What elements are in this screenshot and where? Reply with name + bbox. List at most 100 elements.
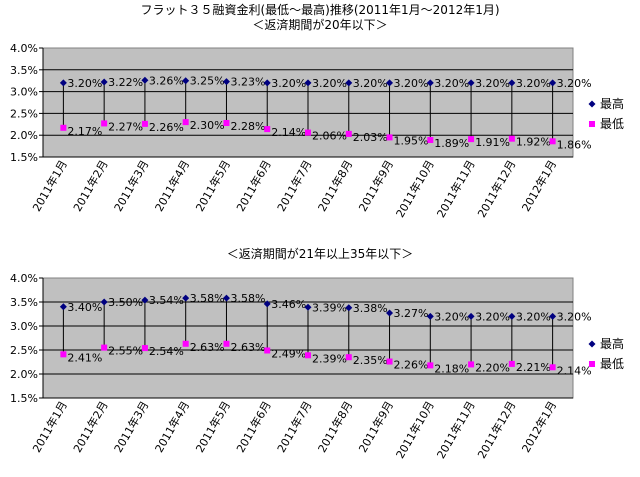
chart-2-y-tick-label: 3.0% bbox=[10, 320, 38, 333]
chart-2-low-marker bbox=[305, 352, 311, 359]
chart-2-high-marker bbox=[426, 312, 434, 320]
chart-1-high-marker bbox=[222, 78, 230, 86]
chart-1-low-label: 2.26% bbox=[149, 121, 184, 134]
chart-1-x-tick-label: 2011年5月 bbox=[192, 158, 233, 214]
chart-2-low-label: 2.26% bbox=[394, 359, 429, 372]
chart-1-low-marker bbox=[60, 124, 67, 131]
chart-2-low-marker bbox=[182, 340, 189, 347]
chart-1-low-marker bbox=[223, 119, 230, 126]
chart-2-x-tick-label: 2011年4月 bbox=[152, 399, 193, 455]
chart-1-low-label: 2.27% bbox=[108, 120, 143, 133]
chart-2-high-marker bbox=[182, 294, 190, 302]
chart-2-legend-low-marker bbox=[589, 361, 595, 367]
chart-1-legend-high-marker bbox=[588, 100, 596, 108]
chart-2-y-tick-label: 2.0% bbox=[10, 368, 38, 381]
chart-1-low-marker bbox=[141, 120, 148, 127]
chart-1-high-marker bbox=[263, 79, 271, 87]
chart-2-high-marker bbox=[141, 296, 149, 304]
chart-2-high-label: 3.20% bbox=[434, 310, 469, 323]
chart-1-high-label: 3.20% bbox=[557, 77, 592, 90]
chart-2-x-tick-label: 2011年6月 bbox=[233, 399, 274, 455]
chart-1-x-tick-label: 2011年8月 bbox=[315, 158, 356, 214]
chart-1-x-tick-label: 2011年4月 bbox=[152, 158, 193, 214]
chart-1-low-label: 2.06% bbox=[312, 130, 347, 143]
chart-1-y-tick-label: 3.5% bbox=[10, 64, 38, 77]
chart-2-high-label: 3.54% bbox=[149, 294, 184, 307]
chart-2-y-tick-label: 3.5% bbox=[10, 296, 38, 309]
chart-2-low-label: 2.14% bbox=[557, 364, 592, 377]
chart-1-x-tick-label: 2011年2月 bbox=[70, 158, 111, 214]
chart-1-low-label: 2.28% bbox=[230, 120, 265, 133]
chart-1-low-marker bbox=[345, 130, 352, 137]
chart-1-x-tick-label: 2011年1月 bbox=[29, 158, 70, 214]
chart-1-high-marker bbox=[467, 79, 475, 87]
chart-2-high-label: 3.50% bbox=[108, 296, 143, 309]
chart-2-x-tick-label: 2011年8月 bbox=[315, 399, 356, 455]
chart-1-high-marker bbox=[141, 76, 149, 84]
chart-1-x-tick-label: 2012年1月 bbox=[519, 158, 560, 214]
chart-2-high-label: 3.20% bbox=[516, 310, 551, 323]
chart-2-low-marker bbox=[386, 358, 393, 365]
chart-1-high-label: 3.26% bbox=[149, 74, 184, 87]
chart-2-x-tick-label: 2011年9月 bbox=[356, 399, 397, 455]
chart-1-high-label: 3.22% bbox=[108, 76, 143, 89]
chart-1-x-tick-label: 2011年3月 bbox=[111, 158, 152, 214]
chart-2-high-marker bbox=[549, 312, 557, 320]
chart-2-high-marker bbox=[222, 294, 230, 302]
chart-2-high-marker bbox=[59, 303, 67, 311]
chart-1-low-label: 2.30% bbox=[190, 119, 225, 132]
chart-2-high-marker bbox=[386, 309, 394, 317]
chart-2-low-marker bbox=[264, 347, 271, 354]
chart-1-low-label: 1.95% bbox=[394, 134, 429, 147]
chart-1-legend-low-marker bbox=[589, 121, 595, 127]
chart-1-low-marker bbox=[386, 134, 393, 141]
chart-1-x-tick-label: 2011年11月 bbox=[434, 157, 478, 219]
chart-2-high-label: 3.40% bbox=[67, 301, 102, 314]
chart-2-high-label: 3.38% bbox=[353, 302, 388, 315]
chart-1-high-label: 3.23% bbox=[230, 76, 265, 89]
chart-1-low-marker bbox=[427, 136, 434, 143]
chart-1-y-tick-label: 2.5% bbox=[10, 107, 38, 120]
chart-1-low-marker bbox=[305, 129, 311, 136]
chart-2-high-marker bbox=[100, 298, 108, 306]
chart-2-low-label: 2.49% bbox=[271, 347, 306, 360]
chart-2-high-marker bbox=[345, 304, 353, 312]
chart-2-high-label: 3.20% bbox=[557, 310, 592, 323]
chart-1-high-marker bbox=[426, 79, 434, 87]
chart-1-high-marker bbox=[100, 78, 108, 86]
chart-1-legend-low-label: 最低 bbox=[600, 117, 624, 131]
chart-1-y-tick-label: 3.0% bbox=[10, 86, 38, 99]
chart-2-high-label: 3.39% bbox=[312, 301, 347, 314]
chart-2-x-tick-label: 2011年1月 bbox=[29, 399, 70, 455]
chart-2-y-tick-label: 2.5% bbox=[10, 344, 38, 357]
chart-1-low-label: 2.17% bbox=[67, 125, 102, 138]
chart-1-low-label: 1.92% bbox=[516, 136, 551, 149]
chart-2-x-tick-label: 2012年1月 bbox=[519, 399, 560, 455]
chart-1-high-marker bbox=[304, 79, 312, 87]
chart-2-y-tick-label: 4.0% bbox=[10, 272, 38, 285]
chart-2-high-marker bbox=[304, 303, 312, 311]
chart-1-x-tick-label: 2011年9月 bbox=[356, 158, 397, 214]
chart-1-low-marker bbox=[182, 119, 189, 126]
chart-2-low-marker bbox=[345, 354, 352, 361]
chart-2-legend-low-label: 最低 bbox=[600, 357, 624, 371]
chart-2-high-label: 3.46% bbox=[271, 298, 306, 311]
chart-1-high-marker bbox=[508, 79, 516, 87]
chart-1-high-marker bbox=[59, 79, 67, 87]
chart-2-high-marker bbox=[263, 300, 271, 308]
chart-2-low-label: 2.21% bbox=[516, 361, 551, 374]
chart-2-x-tick-label: 2011年10月 bbox=[393, 399, 437, 461]
chart-1-high-label: 3.20% bbox=[475, 77, 510, 90]
chart-2-low-marker bbox=[508, 360, 515, 367]
chart-1-y-tick-label: 4.0% bbox=[10, 42, 38, 55]
chart-1-high-marker bbox=[345, 79, 353, 87]
chart-2-title: ＜返済期間が21年以上35年以下＞ bbox=[226, 247, 414, 261]
chart-2-y-tick-label: 1.5% bbox=[10, 392, 38, 405]
chart-2-x-tick-label: 2011年12月 bbox=[474, 399, 518, 461]
chart-2-low-marker bbox=[60, 351, 67, 358]
chart-2-low-label: 2.39% bbox=[312, 352, 347, 365]
chart-2-x-tick-label: 2011年5月 bbox=[192, 399, 233, 455]
chart-1-low-marker bbox=[264, 126, 271, 133]
chart-1-high-label: 3.20% bbox=[353, 77, 388, 90]
